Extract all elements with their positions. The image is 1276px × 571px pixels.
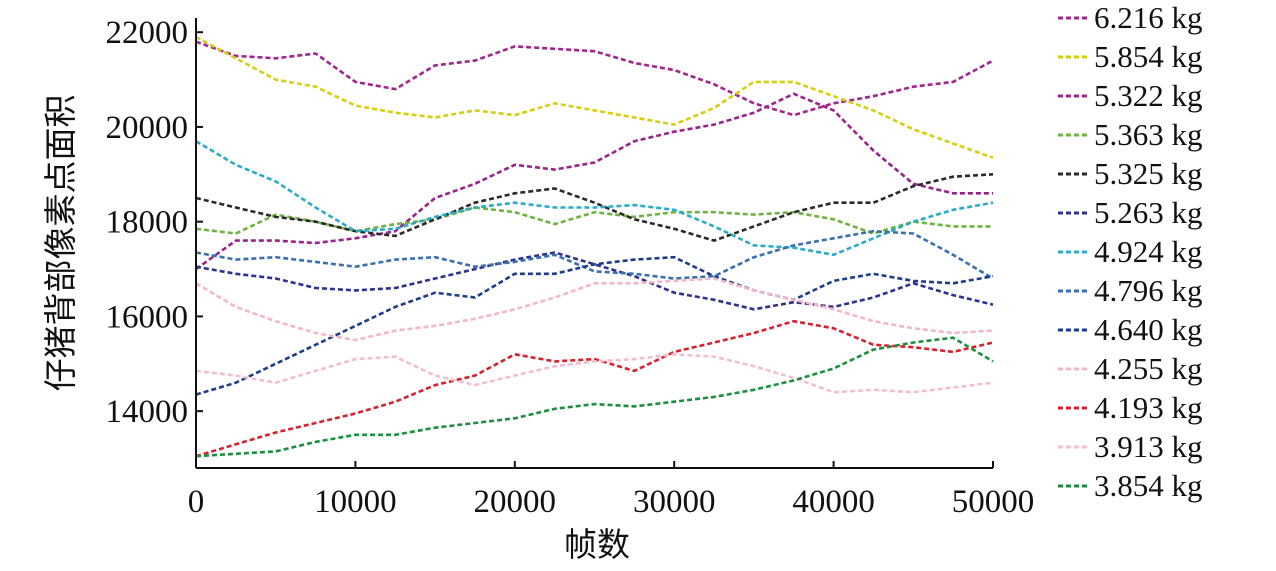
y-tick-label: 18000 <box>106 205 189 241</box>
legend-label: 4.640 kg <box>1094 312 1203 347</box>
x-tick-label: 50000 <box>952 484 1035 520</box>
legend-label: 4.193 kg <box>1094 390 1203 425</box>
series-line-5-854-kg <box>195 35 994 159</box>
series-line-4-193-kg <box>195 319 994 458</box>
y-tick-label: 20000 <box>106 110 189 146</box>
legend-label: 4.796 kg <box>1094 273 1203 308</box>
y-tick-label: 14000 <box>106 394 189 430</box>
y-axis-ticks: 14000 16000 18000 20000 22000 <box>106 15 203 430</box>
x-axis-ticks: 0 10000 20000 30000 40000 50000 <box>188 461 1035 520</box>
y-tick-label: 22000 <box>106 15 189 51</box>
x-tick-label: 0 <box>188 484 205 520</box>
series-line-5-363-kg <box>195 206 993 235</box>
legend-label: 5.854 kg <box>1094 39 1203 74</box>
x-tick-label: 20000 <box>474 484 557 520</box>
legend-label: 6.216 kg <box>1094 0 1203 35</box>
legend-label: 3.854 kg <box>1094 468 1203 503</box>
x-tick-label: 30000 <box>633 484 716 520</box>
series-line-4-640-kg <box>195 255 994 396</box>
series-line-3-854-kg <box>195 336 994 458</box>
series-line-5-325-kg <box>195 173 994 242</box>
series-line-5-263-kg <box>195 251 994 311</box>
legend-label: 3.913 kg <box>1094 429 1203 464</box>
plot-lines <box>195 35 994 458</box>
series-line-3-913-kg <box>195 352 994 394</box>
x-tick-label: 10000 <box>314 484 397 520</box>
series-line-6-216-kg <box>195 40 994 117</box>
series-line-4-924-kg <box>195 140 994 257</box>
series-line-4-255-kg <box>195 277 994 342</box>
y-tick-label: 16000 <box>106 299 189 335</box>
series-line-5-322-kg <box>195 92 993 271</box>
legend-label: 5.325 kg <box>1094 156 1203 191</box>
x-tick-label: 40000 <box>792 484 875 520</box>
x-axis-title: 帧数 <box>564 525 630 564</box>
legend-label: 4.255 kg <box>1094 351 1203 386</box>
legend-label: 5.322 kg <box>1094 78 1203 113</box>
legend: 6.216 kg 5.854 kg 5.322 kg 5.363 kg 5.325 kg… <box>1058 0 1203 503</box>
y-axis-title: 仔猪背部像素点面积 <box>41 95 80 392</box>
legend-label: 5.363 kg <box>1094 117 1203 152</box>
legend-label: 4.924 kg <box>1094 234 1203 269</box>
legend-label: 5.263 kg <box>1094 195 1203 230</box>
